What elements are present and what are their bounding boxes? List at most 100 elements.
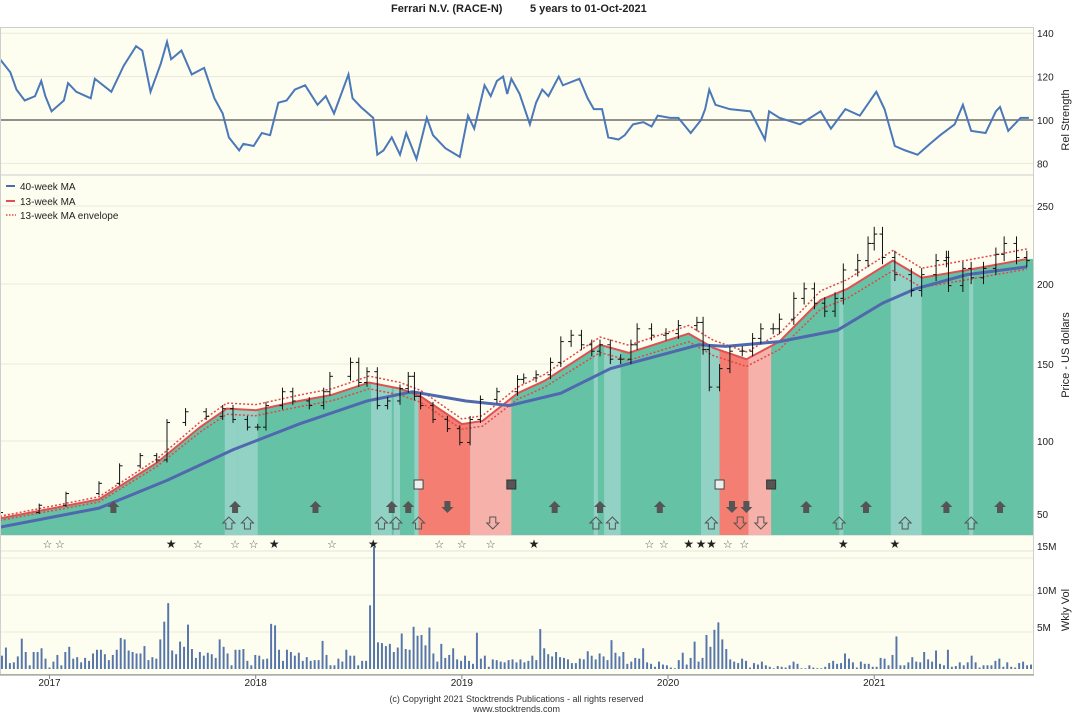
volume-bar xyxy=(357,665,360,669)
volume-bar xyxy=(622,651,625,669)
volume-bar xyxy=(946,649,949,669)
volume-bar xyxy=(665,665,668,669)
price-bar xyxy=(578,329,585,350)
price-bar xyxy=(405,371,412,393)
volume-bar xyxy=(72,658,75,669)
volume-bar xyxy=(895,636,898,669)
volume-bar xyxy=(1006,662,1009,669)
volume-bar xyxy=(179,641,182,669)
x-tick-label: 2017 xyxy=(38,678,61,689)
volume-bar xyxy=(301,660,304,669)
volume-bar xyxy=(365,660,368,669)
volume-bar xyxy=(570,663,573,669)
volume-bar xyxy=(297,652,300,669)
volume-bar xyxy=(503,662,506,669)
volume-bar xyxy=(602,656,605,669)
volume-bar xyxy=(337,658,340,669)
star-outline-icon: ☆ xyxy=(739,539,749,551)
volume-bar xyxy=(772,668,775,669)
down-arrow-outline-icon xyxy=(485,516,500,530)
volume-bar xyxy=(278,649,281,669)
volume-bar xyxy=(721,639,724,669)
volume-bar xyxy=(689,657,692,669)
volume-bar xyxy=(626,663,629,669)
volume-bar xyxy=(475,632,478,669)
volume-tick-label: 10M xyxy=(1037,586,1056,597)
volume-bar xyxy=(705,634,708,669)
volume-bar xyxy=(950,666,953,669)
volume-bar xyxy=(194,657,197,669)
volume-bar xyxy=(879,657,882,669)
volume-bar xyxy=(285,649,288,669)
star-outline-icon: ☆ xyxy=(486,539,496,551)
price-bar xyxy=(229,404,236,423)
volume-bar xyxy=(20,638,23,669)
price-bar xyxy=(444,415,451,433)
price-bar xyxy=(547,357,554,380)
price-bar xyxy=(871,226,878,251)
volume-bar xyxy=(594,659,597,669)
price-bar xyxy=(776,313,783,335)
square-filled-icon xyxy=(506,479,517,490)
star-filled-icon: ★ xyxy=(696,537,707,551)
volume-bar xyxy=(16,656,19,669)
volume-bar xyxy=(135,653,138,669)
up-arrow-outline-icon xyxy=(221,516,237,530)
price-bar xyxy=(662,328,669,341)
volume-bar xyxy=(788,665,791,669)
price-bar xyxy=(700,316,707,355)
volume-bar xyxy=(752,663,755,669)
volume-bar xyxy=(804,668,807,669)
volume-bar xyxy=(927,659,930,669)
volume-bar xyxy=(487,666,490,669)
volume-bar xyxy=(942,665,945,669)
volume-bar xyxy=(824,666,827,669)
volume-bar xyxy=(737,663,740,669)
volume-bar xyxy=(796,663,799,669)
volume-bar xyxy=(899,665,902,669)
volume-bar xyxy=(642,648,645,669)
volume-bar xyxy=(634,657,637,669)
volume-bar xyxy=(471,663,474,669)
volume-bar xyxy=(333,665,336,669)
volume-bar xyxy=(990,665,993,669)
price-bar xyxy=(244,415,251,431)
volume-bar xyxy=(408,649,411,669)
website-link[interactable]: www.stocktrends.com xyxy=(472,704,561,714)
volume-bar xyxy=(563,657,565,669)
volume-bar xyxy=(4,647,7,669)
price-axis-label: Price - US dollars xyxy=(1060,312,1072,398)
price-bar xyxy=(397,384,404,405)
down-arrow-filled-icon xyxy=(725,501,738,513)
volume-bar xyxy=(183,646,186,669)
volume-bar xyxy=(28,665,31,669)
volume-bar xyxy=(468,660,470,669)
volume-bar xyxy=(226,653,229,669)
star-filled-icon: ★ xyxy=(166,537,177,551)
price-bar xyxy=(411,371,418,401)
volume-bar xyxy=(424,645,427,669)
volume-bar xyxy=(974,662,977,669)
volume-bar xyxy=(867,663,870,669)
volume-bar xyxy=(32,651,35,669)
volume-bar xyxy=(349,655,352,669)
price-bar xyxy=(627,339,634,365)
up-arrow-filled-icon xyxy=(994,501,1007,513)
volume-bar xyxy=(317,660,320,669)
volume-bar xyxy=(1,655,3,669)
volume-bar xyxy=(305,657,308,669)
volume-bar xyxy=(780,666,783,669)
volume-bar xyxy=(768,666,771,669)
star-filled-icon: ★ xyxy=(889,537,900,551)
volume-bar xyxy=(60,665,63,669)
price-bar xyxy=(417,392,424,410)
volume-bar xyxy=(923,651,926,669)
up-arrow-filled-icon xyxy=(107,501,120,513)
volume-bar xyxy=(994,660,997,669)
volume-bar xyxy=(693,641,696,669)
price-bar xyxy=(279,387,286,410)
price-bar xyxy=(840,263,847,305)
trend-zone-weak-bull xyxy=(593,259,598,535)
price-bar xyxy=(811,282,818,310)
volume-bar xyxy=(749,667,751,669)
